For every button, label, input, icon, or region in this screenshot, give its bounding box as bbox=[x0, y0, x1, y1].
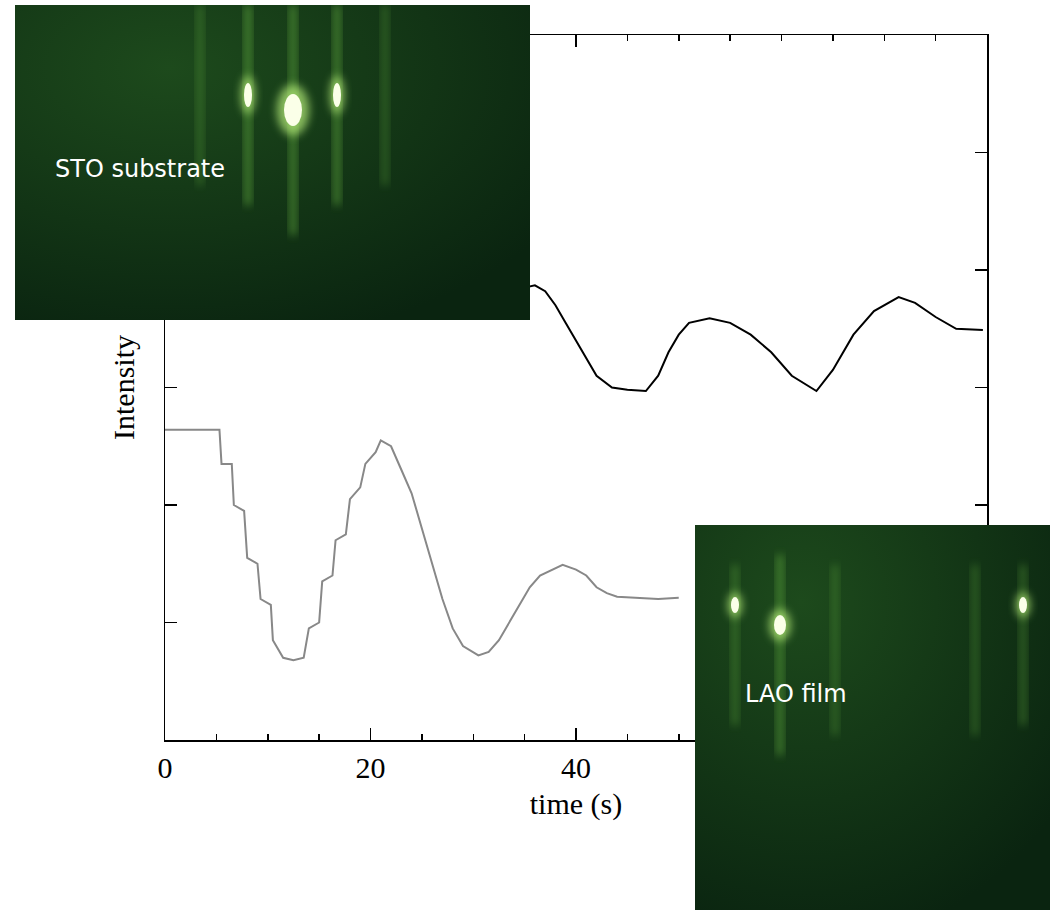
html-text:LAO film: LAO film bbox=[745, 680, 847, 708]
svg-text:40: 40 bbox=[561, 751, 591, 784]
svg-text:time (s): time (s) bbox=[530, 787, 622, 821]
svg-text:20: 20 bbox=[356, 751, 386, 784]
svg-text:Intensity: Intensity bbox=[107, 335, 140, 440]
svg-text:0: 0 bbox=[158, 751, 173, 784]
html-text:STO substrate: STO substrate bbox=[55, 155, 225, 183]
